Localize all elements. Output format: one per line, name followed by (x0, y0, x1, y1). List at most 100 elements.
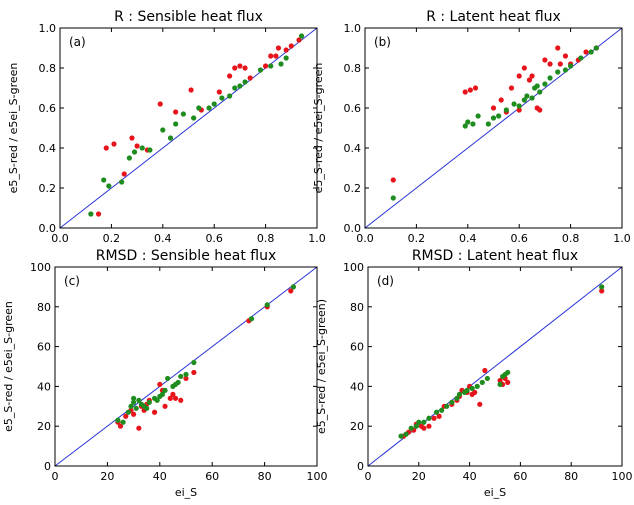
data-point-red (472, 85, 479, 91)
data-point-green (183, 371, 189, 378)
subplot-title: RMSD : Latent heat flux (412, 248, 578, 264)
x-tick-label: 0.8 (257, 232, 275, 245)
x-tick-label: 0.4 (459, 232, 477, 245)
x-tick-label: 100 (307, 470, 328, 483)
data-point-green (578, 55, 584, 61)
data-point-red (178, 397, 184, 403)
data-point-green (408, 425, 414, 431)
x-tick-label: 0.8 (562, 232, 580, 245)
data-point-green (206, 105, 212, 111)
data-point-green (484, 375, 490, 382)
y-tick-label: 1.0 (39, 22, 57, 35)
x-tick-label: 20 (412, 470, 426, 483)
x-tick-label: 0.0 (356, 232, 374, 245)
data-point-red (123, 413, 129, 419)
data-point-red (467, 87, 473, 93)
x-axis-label: ei_S (175, 486, 197, 499)
x-tick-label: 40 (153, 470, 167, 483)
data-point-red (157, 381, 163, 388)
data-point-green (88, 211, 94, 217)
x-tick-label: 80 (258, 470, 272, 483)
data-point-red (472, 389, 478, 395)
data-point-green (496, 113, 502, 119)
y-tick-label: 60 (350, 341, 364, 354)
y-tick-label: 40 (350, 380, 364, 393)
data-point-red (296, 37, 302, 43)
data-point-red (117, 423, 124, 429)
y-tick-label: 80 (37, 301, 51, 314)
data-point-red (162, 403, 168, 409)
data-point-red (157, 101, 163, 107)
data-point-green (534, 83, 540, 89)
data-point-red (136, 425, 142, 431)
data-point-green (147, 147, 153, 153)
data-point-green (537, 89, 543, 95)
data-point-green (237, 83, 243, 89)
data-point-red (111, 141, 117, 147)
data-point-green (503, 107, 509, 113)
y-tick-label: 80 (350, 301, 364, 314)
data-point-green (139, 145, 145, 151)
data-point-red (562, 53, 569, 59)
data-point-green (542, 81, 548, 87)
data-point-green (106, 183, 112, 189)
data-point-green (180, 111, 186, 117)
data-point-red (268, 53, 274, 59)
one-to-one-line (59, 27, 318, 229)
data-point-red (508, 85, 515, 91)
data-point-red (288, 288, 294, 294)
data-point-green (257, 67, 264, 73)
data-point-red (390, 177, 396, 183)
data-point-red (129, 135, 135, 141)
x-tick-label: 0.2 (103, 232, 121, 245)
data-point-red (103, 145, 109, 151)
data-point-red (583, 49, 589, 55)
data-point-green (131, 395, 137, 401)
panel-label: (a) (69, 35, 86, 49)
data-point-green (497, 381, 503, 388)
data-point-green (505, 369, 511, 376)
y-tick-label: 20 (37, 420, 51, 433)
data-point-red (134, 143, 140, 149)
y-tick-label: 0.6 (39, 102, 57, 115)
data-point-green (433, 409, 440, 415)
data-point-green (474, 383, 480, 389)
data-point-green (524, 93, 530, 99)
data-point-red (599, 288, 605, 294)
x-tick-label: 100 (612, 470, 633, 483)
data-point-green (125, 409, 131, 415)
data-point-green (133, 405, 139, 411)
y-tick-label: 0.4 (344, 142, 362, 155)
data-point-red (462, 89, 468, 95)
data-point-green (516, 103, 522, 109)
data-point-green (490, 115, 497, 121)
plot-frame (364, 27, 623, 229)
data-point-green (165, 375, 171, 382)
data-point-green (562, 67, 569, 73)
data-point-green (449, 399, 455, 405)
data-point-green (479, 379, 485, 386)
data-point-green (398, 433, 404, 439)
x-tick-label: 1.0 (613, 232, 631, 245)
data-point-red (167, 395, 173, 401)
data-point-green (167, 135, 174, 141)
panel-label: (d) (377, 274, 394, 288)
data-point-red (542, 57, 548, 63)
data-point-green (298, 33, 305, 39)
data-point-red (477, 401, 483, 407)
subplot-3: 0 20 40 60 80 100 0 20 40 60 80 100 RMSD : Sensible … (2, 248, 328, 499)
data-point-green (232, 85, 238, 91)
data-point-green (131, 149, 138, 155)
x-tick-label: 0 (365, 470, 372, 483)
data-point-green (529, 95, 535, 101)
y-tick-label: 60 (37, 341, 51, 354)
data-point-green (128, 403, 134, 409)
data-point-green (248, 316, 255, 322)
panel-label: (b) (374, 35, 391, 49)
data-point-green (131, 399, 137, 405)
data-point-red (557, 61, 563, 67)
data-point-red (232, 65, 238, 71)
y-tick-label: 100 (343, 261, 364, 274)
data-point-red (421, 425, 427, 431)
